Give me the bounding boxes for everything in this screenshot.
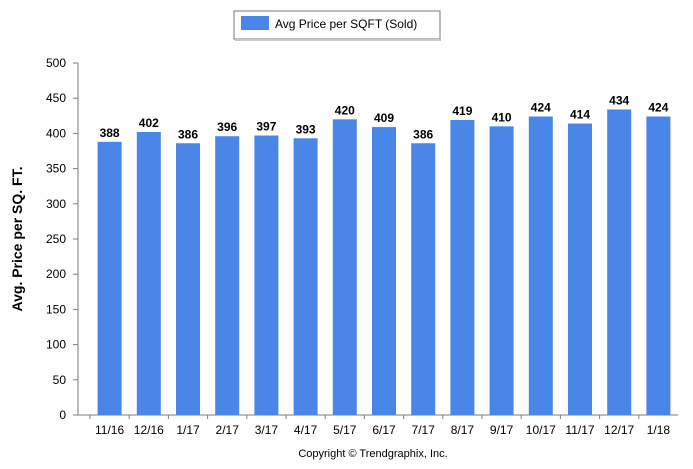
bar <box>411 143 436 416</box>
x-tick-label: 1/17 <box>176 423 200 437</box>
copyright: Copyright © Trendgraphix, Inc. <box>298 448 447 460</box>
legend-box-shadow <box>235 39 441 41</box>
y-tick-label: 450 <box>46 91 66 105</box>
x-ticks: 11/16 12/16 1/17 2/17 3/17 4/17 5/17 6/17 7/17 8/… <box>89 415 671 437</box>
data-label: 397 <box>256 120 276 134</box>
y-tick-label: 350 <box>46 162 66 176</box>
y-ticks: 0 50 100 150 200 250 300 350 400 450 500 <box>46 56 78 422</box>
bar <box>646 116 671 415</box>
x-tick-label: 6/17 <box>372 423 396 437</box>
legend-label: Avg Price per SQFT (Sold) <box>275 17 417 31</box>
bar <box>568 123 592 415</box>
data-label: 396 <box>217 120 237 134</box>
x-tick-label: 9/17 <box>490 423 514 437</box>
data-label: 410 <box>492 110 512 124</box>
bar <box>450 120 475 416</box>
data-label: 402 <box>139 116 159 130</box>
x-tick-label: 2/17 <box>216 423 240 437</box>
bar <box>254 135 279 415</box>
bar <box>215 136 240 415</box>
data-label: 424 <box>648 101 668 115</box>
bar <box>176 143 200 416</box>
x-tick-label: 10/17 <box>526 423 556 437</box>
y-tick-label: 300 <box>46 197 66 211</box>
data-label: 409 <box>374 111 394 125</box>
data-label: 424 <box>531 101 551 115</box>
y-tick-label: 500 <box>46 56 66 70</box>
data-label: 388 <box>100 126 120 140</box>
x-tick-label: 11/17 <box>565 423 594 437</box>
bar <box>97 141 122 415</box>
y-tick-label: 150 <box>46 302 66 316</box>
x-tick-label: 4/17 <box>294 423 318 437</box>
x-tick-label: 12/17 <box>604 423 634 437</box>
x-tick-label: 5/17 <box>333 423 357 437</box>
x-tick-label: 8/17 <box>451 423 475 437</box>
y-tick-label: 250 <box>46 232 66 246</box>
data-label: 386 <box>178 127 198 141</box>
data-label: 386 <box>413 127 433 141</box>
bar <box>136 131 161 415</box>
data-label: 414 <box>570 108 590 122</box>
y-tick-label: 50 <box>53 373 67 387</box>
legend-swatch <box>241 16 269 30</box>
bar <box>607 109 632 416</box>
x-tick-label: 1/18 <box>647 423 671 437</box>
data-label: 393 <box>296 122 316 136</box>
bar <box>332 119 357 415</box>
bar <box>528 116 553 415</box>
y-axis-label: Avg. Price per SQ. FT. <box>9 167 25 312</box>
y-tick-label: 200 <box>46 267 66 281</box>
data-labels: 388 402 386 396 397 393 420 409 386 419 410 424 414 4… <box>100 93 669 141</box>
bar <box>293 138 318 415</box>
y-tick-label: 400 <box>46 126 66 140</box>
data-label: 434 <box>609 93 629 107</box>
data-label: 420 <box>335 103 355 117</box>
bar <box>489 126 514 416</box>
data-label: 419 <box>452 104 472 118</box>
bar <box>372 127 396 416</box>
x-tick-label: 3/17 <box>255 423 279 437</box>
x-tick-label: 7/17 <box>412 423 436 437</box>
legend: Avg Price per SQFT (Sold) <box>233 10 441 41</box>
x-tick-label: 12/16 <box>134 423 164 437</box>
bars <box>97 109 671 416</box>
x-tick-label: 11/16 <box>95 423 124 437</box>
y-tick-label: 100 <box>46 338 66 352</box>
y-tick-label: 0 <box>59 408 66 422</box>
